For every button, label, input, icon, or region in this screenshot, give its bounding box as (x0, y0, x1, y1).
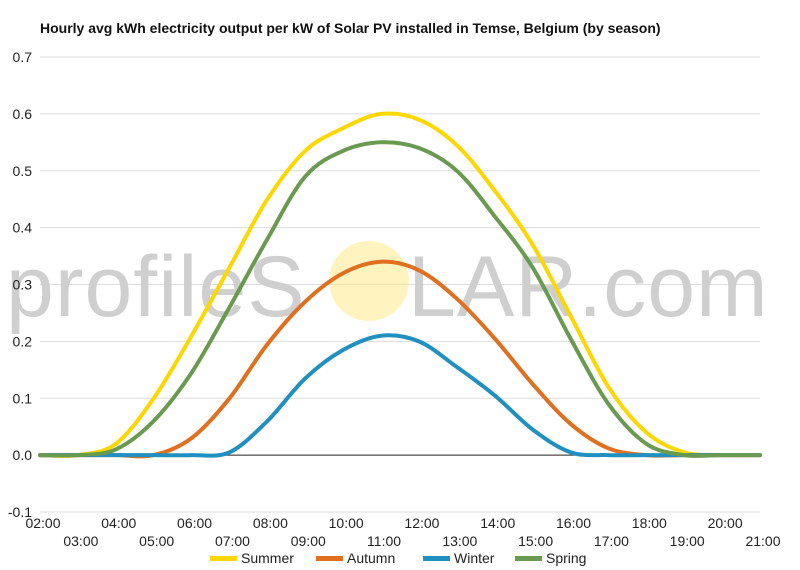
x-tick-label: 14:00 (480, 515, 515, 531)
legend-swatch (316, 556, 343, 561)
series-line-summer (38, 111, 762, 458)
x-tick-label: 18:00 (632, 515, 667, 531)
x-tick-label: 07:00 (215, 533, 250, 549)
chart-title: Hourly avg kWh electricity output per kW… (40, 20, 661, 36)
y-tick-label: 0.3 (13, 277, 33, 293)
x-tick-label: 16:00 (556, 515, 591, 531)
y-tick-label: -0.1 (8, 504, 32, 520)
y-tick-label: 0.6 (13, 106, 33, 122)
legend-swatch (423, 556, 450, 561)
y-tick-label: 0.7 (13, 49, 33, 65)
y-tick-label: 0.5 (13, 163, 33, 179)
x-tick-label: 09:00 (291, 533, 326, 549)
legend-label: Winter (454, 550, 495, 566)
x-tick-label: 10:00 (329, 515, 364, 531)
watermark-text-right: LAR.com (408, 239, 769, 335)
series-lines (38, 111, 762, 459)
x-tick-label: 20:00 (708, 515, 743, 531)
y-tick-label: 0.1 (13, 390, 33, 406)
y-tick-label: 0.4 (13, 220, 33, 236)
x-tick-label: 08:00 (253, 515, 288, 531)
x-tick-label: 21:00 (745, 533, 780, 549)
legend-label: Summer (241, 550, 294, 566)
x-tick-label: 13:00 (442, 533, 477, 549)
sun-logo-icon (329, 241, 409, 321)
y-axis-ticks: -0.1 0.0 0.1 0.2 0.3 0.4 0.5 0.6 0.7 (8, 49, 32, 520)
legend-swatch (210, 556, 237, 561)
y-tick-label: 0.0 (13, 447, 33, 463)
x-tick-label: 06:00 (177, 515, 212, 531)
x-tick-label: 04:00 (101, 515, 136, 531)
watermark: profileS LAR.com (6, 239, 769, 335)
x-tick-label: 15:00 (518, 533, 553, 549)
legend: Summer Autumn Winter Spring (210, 550, 586, 566)
y-tick-label: 0.2 (13, 333, 33, 349)
legend-label: Autumn (347, 550, 395, 566)
x-tick-label: 11:00 (367, 533, 401, 549)
x-tick-label: 05:00 (139, 533, 174, 549)
series-line-spring (38, 140, 762, 458)
legend-label: Spring (546, 550, 586, 566)
x-tick-label: 02:00 (25, 515, 60, 531)
legend-swatch (515, 556, 542, 561)
x-tick-label: 03:00 (63, 533, 98, 549)
watermark-text-left: profileS (6, 239, 306, 335)
x-tick-label: 19:00 (670, 533, 705, 549)
x-tick-label: 17:00 (594, 533, 629, 549)
grid-lines (40, 56, 760, 513)
series-line-winter (38, 333, 762, 458)
x-tick-label: 12:00 (404, 515, 439, 531)
x-axis-ticks: 02:00 04:00 06:00 08:00 10:00 12:00 14:00 16:00… (25, 515, 780, 549)
